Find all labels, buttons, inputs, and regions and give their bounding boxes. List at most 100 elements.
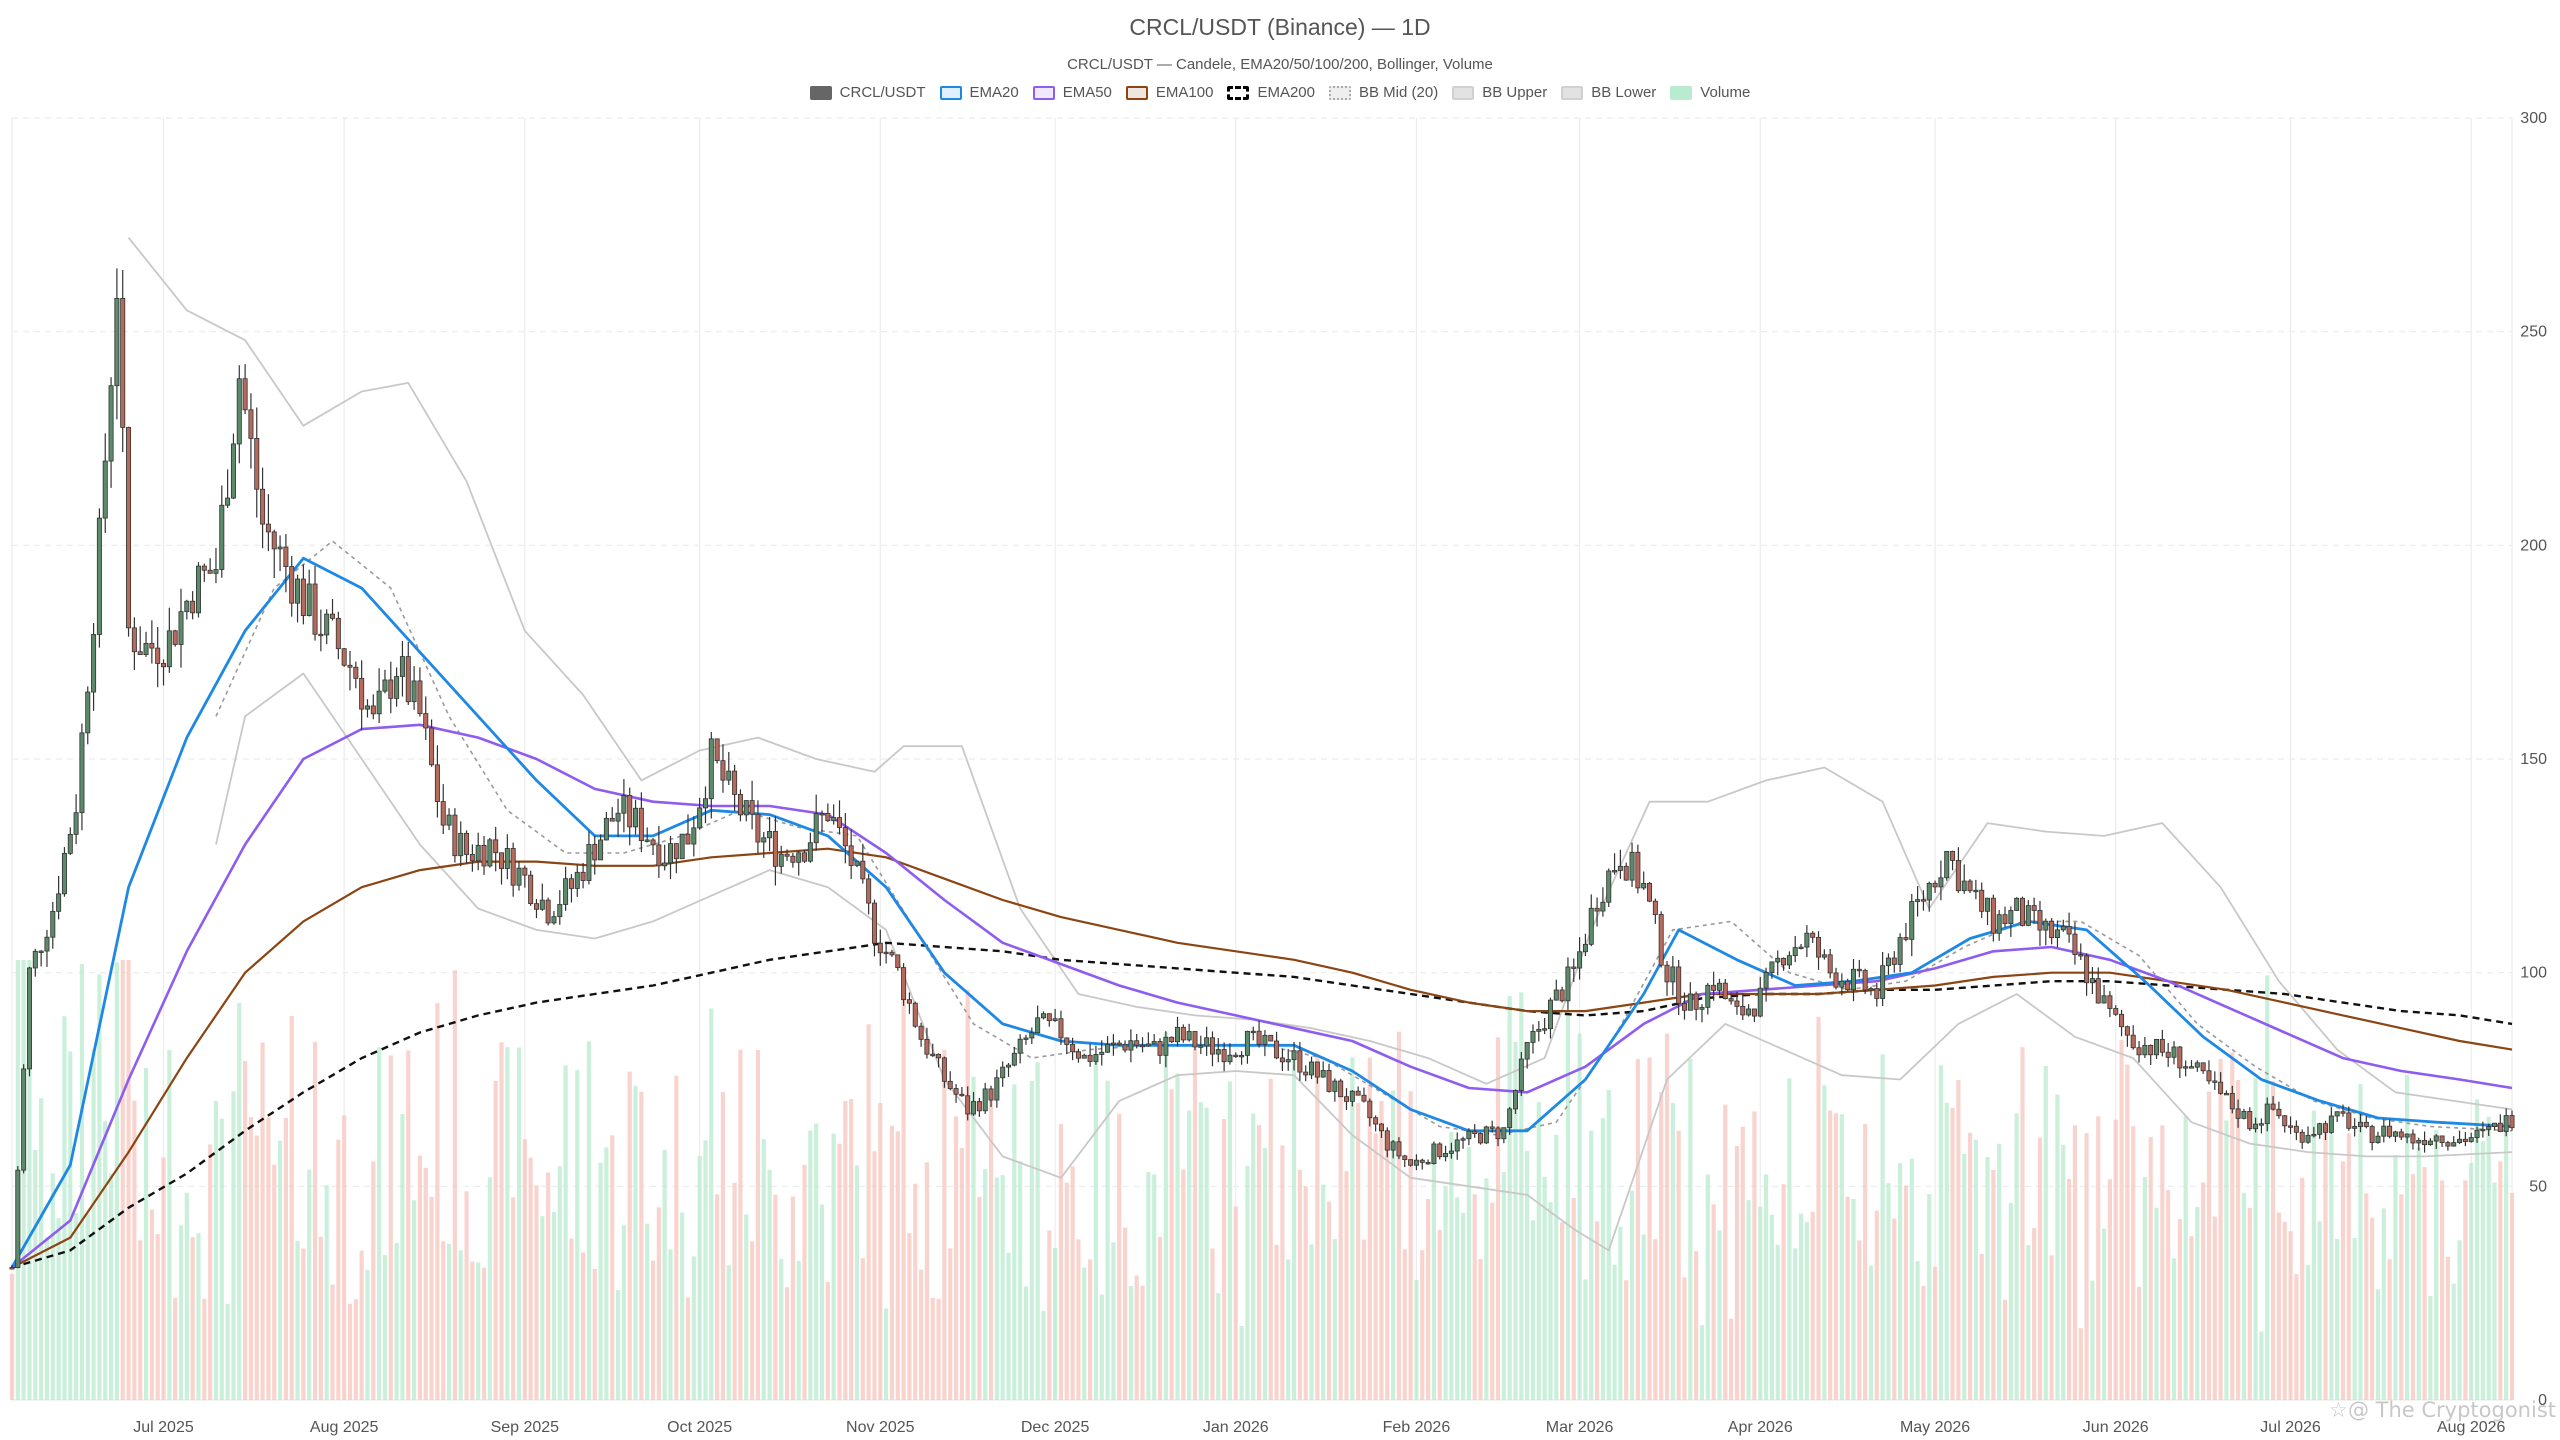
candle-body bbox=[2235, 1108, 2241, 1119]
volume-bar bbox=[2043, 1065, 2048, 1400]
volume-bar bbox=[2270, 1080, 2276, 1400]
candle-body bbox=[2398, 1131, 2404, 1138]
candle-body bbox=[1128, 1040, 1134, 1051]
volume-bar bbox=[237, 1002, 242, 1400]
candle-body bbox=[1547, 999, 1553, 1030]
volume-bar bbox=[1612, 1264, 1617, 1400]
candle-body bbox=[405, 656, 411, 703]
volume-bar bbox=[2107, 1179, 2112, 1400]
candle-body bbox=[1419, 1159, 1425, 1163]
candle-body bbox=[318, 633, 324, 637]
candle-body bbox=[702, 798, 708, 809]
legend-item[interactable]: BB Mid (20) bbox=[1329, 84, 1438, 101]
candle-body bbox=[1786, 955, 1792, 966]
candle-body bbox=[1478, 1133, 1484, 1144]
volume-bar bbox=[1023, 1286, 1029, 1400]
candle-body bbox=[2037, 910, 2043, 931]
candle-body bbox=[2497, 1122, 2503, 1132]
volume-bar bbox=[21, 960, 26, 1400]
candle-body bbox=[289, 566, 295, 604]
volume-bar bbox=[784, 1287, 790, 1400]
legend-item[interactable]: BB Lower bbox=[1561, 84, 1656, 101]
volume-bar bbox=[1146, 1172, 1151, 1400]
volume-bar bbox=[1554, 1134, 1559, 1400]
legend-item[interactable]: CRCL/USDT bbox=[809, 84, 926, 101]
volume-bar bbox=[1344, 1171, 1349, 1400]
volume-bar bbox=[1536, 1102, 1541, 1400]
volume-bar bbox=[994, 1177, 999, 1400]
legend-item[interactable]: Volume bbox=[1670, 84, 1750, 101]
candle-body bbox=[924, 1038, 930, 1055]
candle-body bbox=[1757, 987, 1763, 1017]
volume-bar bbox=[1163, 1032, 1168, 1400]
volume-bar bbox=[2364, 1193, 2369, 1400]
candle-body bbox=[2124, 1026, 2130, 1036]
volume-bar bbox=[1653, 1239, 1658, 1400]
candle-body bbox=[510, 848, 516, 886]
volume-bar bbox=[2206, 1091, 2212, 1400]
volume-bar bbox=[1495, 1037, 1501, 1400]
candle-body bbox=[1140, 1044, 1146, 1048]
volume-bar bbox=[849, 1099, 854, 1400]
candle-body bbox=[1437, 1143, 1443, 1158]
volume-bar bbox=[2416, 1147, 2421, 1400]
candle-body bbox=[1979, 889, 1985, 912]
volume-bar bbox=[668, 1249, 673, 1400]
volume-bar bbox=[1478, 1259, 1483, 1400]
volume-bar bbox=[790, 1196, 795, 1400]
volume-bar bbox=[557, 1166, 562, 1400]
candle-body bbox=[1670, 966, 1676, 983]
candle-body bbox=[1011, 1052, 1017, 1066]
candle-body bbox=[1448, 1150, 1454, 1154]
legend-swatch bbox=[1227, 85, 1250, 100]
volume-bar bbox=[2212, 1216, 2217, 1400]
volume-bar bbox=[610, 1135, 615, 1400]
candle-body bbox=[2433, 1135, 2439, 1142]
volume-bar bbox=[2335, 1238, 2340, 1400]
legend-label: EMA50 bbox=[1062, 84, 1112, 101]
legend-item[interactable]: EMA50 bbox=[1032, 84, 1112, 101]
legend-item[interactable]: BB Upper bbox=[1452, 84, 1547, 101]
grid bbox=[11, 117, 2513, 1401]
candle-body bbox=[2323, 1123, 2329, 1133]
volume-bar bbox=[435, 1003, 440, 1400]
volume-bar bbox=[388, 1055, 393, 1400]
legend-item[interactable]: EMA200 bbox=[1227, 84, 1315, 101]
candle-body bbox=[1110, 1042, 1116, 1045]
candle-body bbox=[813, 813, 819, 844]
candle-body bbox=[2375, 1135, 2381, 1143]
volume-bar bbox=[2189, 1236, 2194, 1400]
legend-item[interactable]: EMA100 bbox=[1125, 84, 1213, 101]
volume-bar bbox=[2119, 1040, 2124, 1400]
volume-bar bbox=[1204, 1107, 1209, 1400]
volume-bar bbox=[1606, 1089, 1611, 1400]
candle-body bbox=[1052, 1018, 1058, 1022]
volume-bar bbox=[918, 1269, 924, 1400]
volume-bar bbox=[505, 1047, 510, 1400]
x-tick-label: Dec 2025 bbox=[1021, 1419, 1090, 1436]
volume-bar bbox=[1740, 1126, 1745, 1400]
candle-body bbox=[1460, 1138, 1466, 1141]
legend-label: BB Upper bbox=[1482, 84, 1548, 101]
candle-body bbox=[1944, 850, 1950, 879]
candle-body bbox=[1256, 1030, 1262, 1045]
candle-body bbox=[1209, 1037, 1215, 1055]
volume-bar bbox=[1513, 1041, 1518, 1400]
volume-bar bbox=[749, 1241, 755, 1400]
candle-body bbox=[936, 1053, 942, 1059]
candle-body bbox=[2014, 897, 2020, 911]
candle-body bbox=[2019, 897, 2025, 926]
candle-body bbox=[44, 936, 50, 952]
candle-body bbox=[825, 813, 831, 822]
volume-bar bbox=[2247, 1207, 2252, 1400]
candle-body bbox=[1833, 972, 1839, 988]
legend-item[interactable]: EMA20 bbox=[939, 84, 1019, 101]
candle-body bbox=[475, 845, 481, 862]
candle-body bbox=[1664, 964, 1670, 983]
volume-bar bbox=[2381, 1208, 2386, 1400]
volume-bar bbox=[377, 1047, 382, 1400]
legend-swatch bbox=[939, 85, 962, 100]
candle-body bbox=[1804, 932, 1810, 948]
candle-body bbox=[2346, 1112, 2352, 1129]
volume-bar bbox=[476, 1262, 481, 1400]
